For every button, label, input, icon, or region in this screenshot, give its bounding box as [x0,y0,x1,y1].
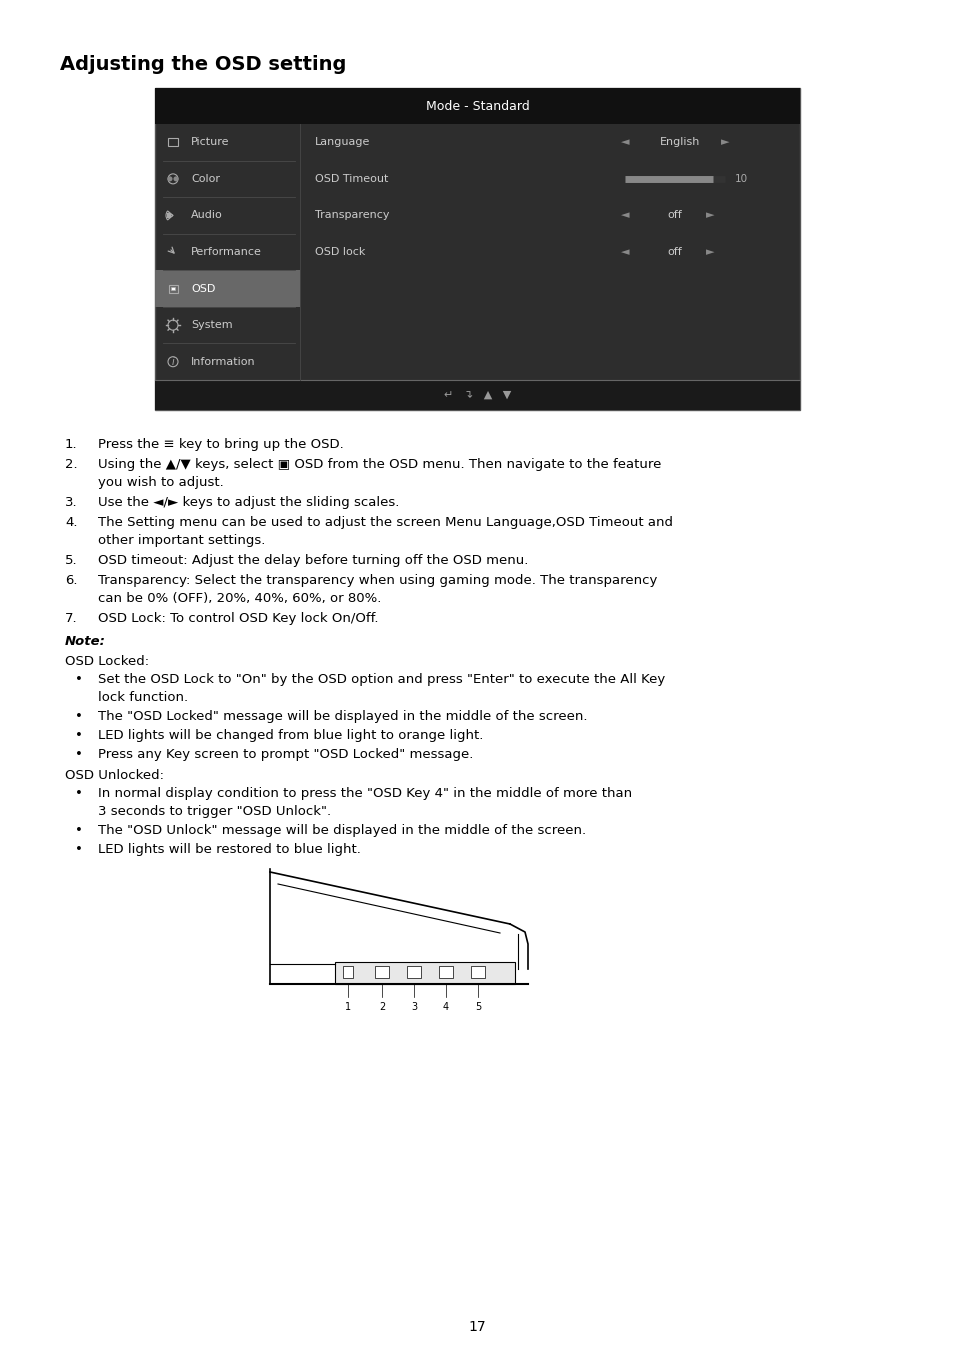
Bar [168,138,178,146]
Bar [167,213,171,218]
Text: Press any Key screen to prompt "OSD Locked" message.: Press any Key screen to prompt "OSD Lock… [98,747,473,761]
Text: 7.: 7. [65,612,77,626]
Text: 1.: 1. [65,437,77,451]
Text: 3 seconds to trigger "OSD Unlock".: 3 seconds to trigger "OSD Unlock". [98,806,331,818]
Text: Note:: Note: [65,635,106,649]
Text: off: off [667,246,681,257]
Bar [438,965,453,978]
Text: •: • [75,673,83,686]
Text: 3: 3 [411,1002,416,1011]
Text: ◄: ◄ [620,246,629,257]
Text: OSD Lock: To control OSD Key lock On/Off.: OSD Lock: To control OSD Key lock On/Off… [98,612,378,626]
Text: The "OSD Unlock" message will be displayed in the middle of the screen.: The "OSD Unlock" message will be display… [98,825,585,837]
Bar [154,88,800,410]
Circle shape [168,176,172,181]
Text: Set the OSD Lock to "On" by the OSD option and press "Enter" to execute the All : Set the OSD Lock to "On" by the OSD opti… [98,673,664,686]
Text: Adjusting the OSD setting: Adjusting the OSD setting [60,56,346,74]
Text: 3.: 3. [65,496,77,509]
Circle shape [173,176,178,181]
Text: OSD timeout: Adjust the delay before turning off the OSD menu.: OSD timeout: Adjust the delay before tur… [98,554,528,567]
Text: ►: ► [720,137,728,148]
Text: •: • [75,825,83,837]
Text: 5: 5 [475,1002,480,1011]
Text: you wish to adjust.: you wish to adjust. [98,477,224,489]
Text: ◄: ◄ [620,137,629,148]
Text: OSD Unlocked:: OSD Unlocked: [65,769,164,783]
Text: Press the ≡ key to bring up the OSD.: Press the ≡ key to bring up the OSD. [98,437,343,451]
Text: LED lights will be restored to blue light.: LED lights will be restored to blue ligh… [98,844,360,856]
Bar [154,88,800,125]
Text: •: • [75,728,83,742]
Text: 6.: 6. [65,574,77,588]
Text: Language: Language [314,137,370,148]
Text: Using the ▲/▼ keys, select ▣ OSD from the OSD menu. Then navigate to the feature: Using the ▲/▼ keys, select ▣ OSD from th… [98,458,660,471]
Text: off: off [667,210,681,221]
Text: 10: 10 [734,173,747,184]
Bar [407,965,420,978]
Text: English: English [659,137,700,148]
Bar [172,287,175,290]
Bar [343,965,353,978]
Bar [335,961,515,984]
Text: System: System [191,320,233,330]
Text: other important settings.: other important settings. [98,533,265,547]
Text: Performance: Performance [191,246,262,257]
Text: LED lights will be changed from blue light to orange light.: LED lights will be changed from blue lig… [98,728,483,742]
Text: •: • [75,844,83,856]
Text: OSD: OSD [191,283,215,294]
Text: ►: ► [705,246,714,257]
Text: Information: Information [191,356,255,367]
Text: Transparency: Transparency [314,210,389,221]
Text: •: • [75,747,83,761]
Text: Color: Color [191,173,220,184]
Text: 4.: 4. [65,516,77,529]
Text: Picture: Picture [191,137,230,148]
Text: OSD Timeout: OSD Timeout [314,173,388,184]
Text: The "OSD Locked" message will be displayed in the middle of the screen.: The "OSD Locked" message will be display… [98,709,587,723]
Text: Transparency: Select the transparency when using gaming mode. The transparency: Transparency: Select the transparency wh… [98,574,657,588]
Text: OSD lock: OSD lock [314,246,365,257]
Text: 2: 2 [378,1002,385,1011]
Text: ►: ► [705,210,714,221]
Bar [154,380,800,410]
Text: The Setting menu can be used to adjust the screen Menu Language,OSD Timeout and: The Setting menu can be used to adjust t… [98,516,672,529]
Bar [169,284,178,292]
Text: 4: 4 [442,1002,449,1011]
Text: 5.: 5. [65,554,77,567]
Text: Use the ◄/► keys to adjust the sliding scales.: Use the ◄/► keys to adjust the sliding s… [98,496,399,509]
Text: OSD Locked:: OSD Locked: [65,655,149,668]
Text: 1: 1 [345,1002,351,1011]
Text: i: i [172,356,174,367]
Bar [154,271,299,307]
Bar [471,965,484,978]
Text: In normal display condition to press the "OSD Key 4" in the middle of more than: In normal display condition to press the… [98,787,632,800]
Text: Mode - Standard: Mode - Standard [425,99,529,112]
Text: ◄: ◄ [620,210,629,221]
Text: •: • [75,787,83,800]
Text: 17: 17 [468,1320,485,1334]
Bar [375,965,389,978]
Text: can be 0% (OFF), 20%, 40%, 60%, or 80%.: can be 0% (OFF), 20%, 40%, 60%, or 80%. [98,592,381,605]
Text: Audio: Audio [191,210,222,221]
Text: 2.: 2. [65,458,77,471]
Text: •: • [75,709,83,723]
Text: lock function.: lock function. [98,691,188,704]
Text: ↵   ↴   ▲   ▼: ↵ ↴ ▲ ▼ [443,390,511,399]
